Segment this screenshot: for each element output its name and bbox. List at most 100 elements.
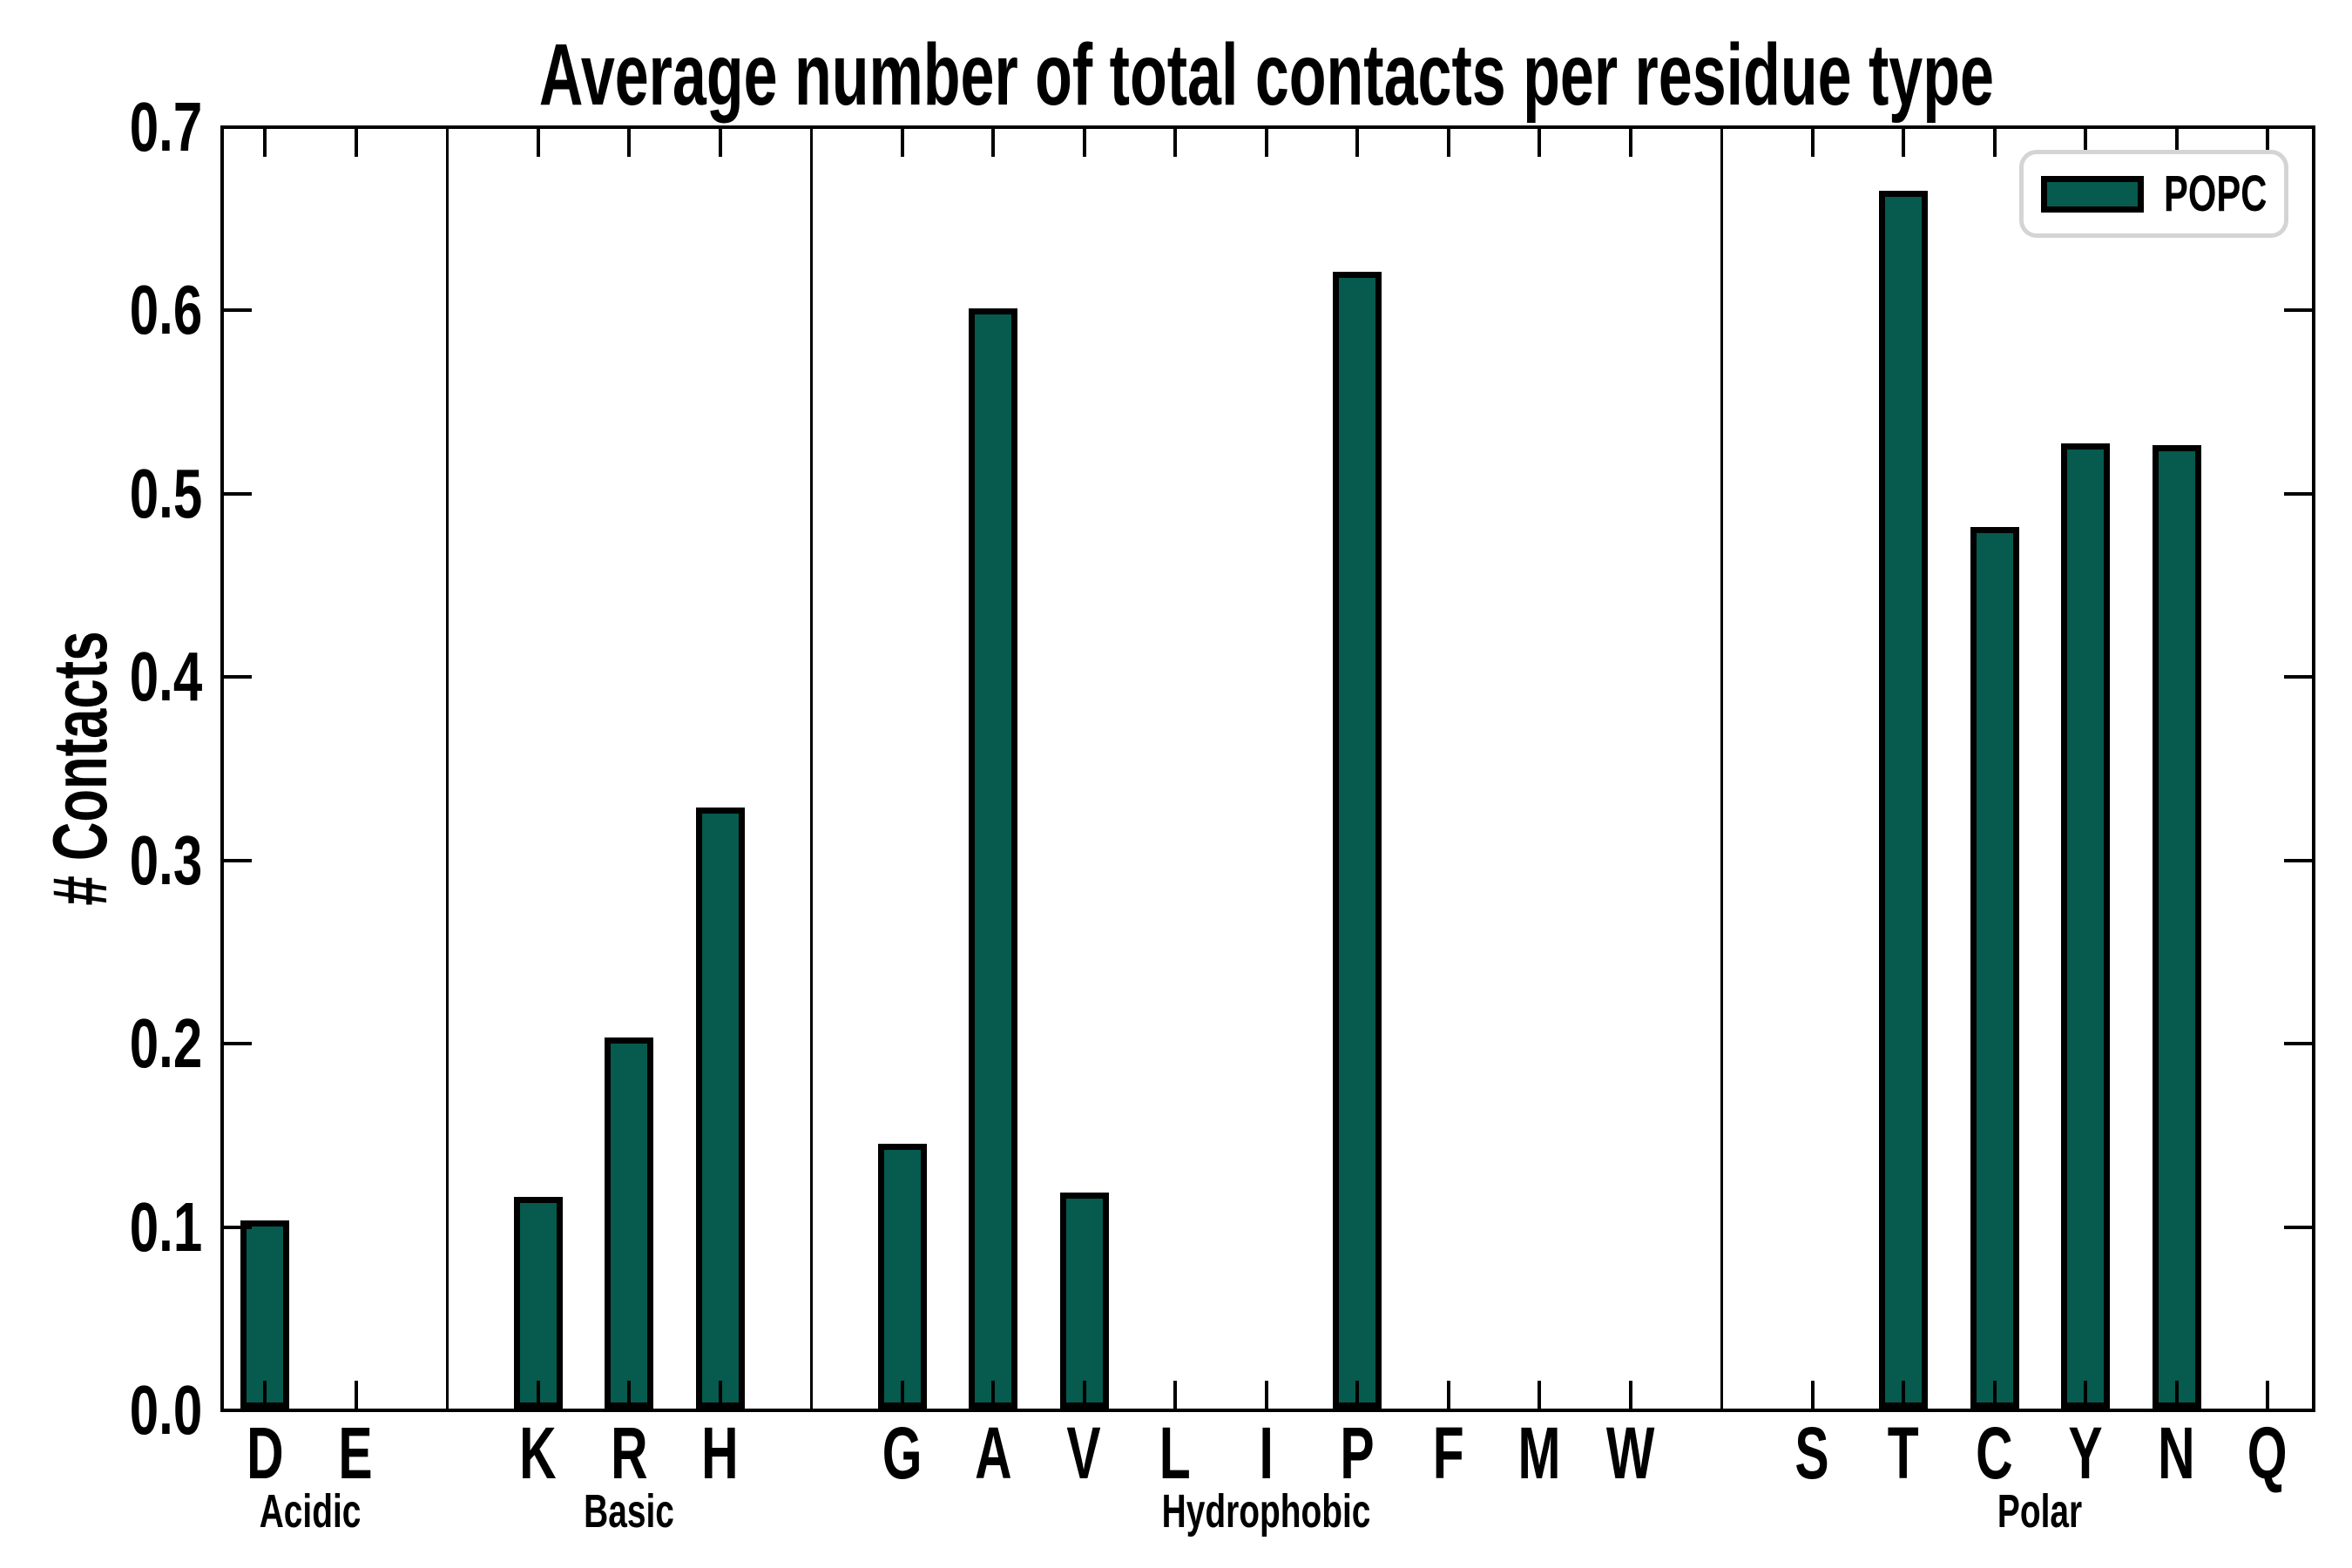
x-tick-text-P: P: [1340, 1412, 1375, 1494]
x-tick-text-C: C: [1976, 1412, 2013, 1494]
legend-swatch-popc: [2041, 175, 2144, 213]
y-tick-text-0.5: 0.5: [129, 454, 202, 532]
x-tick-label-P: P: [1270, 1416, 1444, 1490]
x-tick-top-Y: [2084, 129, 2087, 157]
x-tick-text-W: W: [1605, 1412, 1655, 1494]
x-tick-top-M: [1538, 129, 1541, 157]
x-tick-text-T: T: [1888, 1412, 1919, 1494]
x-tick-text-H: H: [701, 1412, 739, 1494]
y-tick-label-0.2: 0.2: [28, 1009, 202, 1078]
group-label-text-basic: Basic: [584, 1485, 674, 1538]
x-tick-text-N: N: [2158, 1412, 2195, 1494]
y-tick-label-0.6: 0.6: [28, 275, 202, 345]
bar-Y: [2061, 443, 2110, 1409]
bar-V: [1059, 1193, 1109, 1409]
x-tick-label-L: L: [1088, 1416, 1262, 1490]
x-tick-text-R: R: [610, 1412, 648, 1494]
x-tick-bottom-P: [1355, 1381, 1359, 1409]
x-tick-text-M: M: [1517, 1412, 1561, 1494]
group-label-basic: Basic: [324, 1488, 934, 1535]
x-tick-text-A: A: [974, 1412, 1012, 1494]
y-tick-left-0.1: [224, 1225, 252, 1229]
x-tick-bottom-M: [1538, 1381, 1541, 1409]
bar-K: [513, 1197, 563, 1409]
bar-H: [695, 808, 745, 1409]
y-tick-left-0.4: [224, 675, 252, 679]
x-tick-top-N: [2174, 129, 2179, 157]
group-label-acidic: Acidic: [5, 1488, 615, 1535]
x-tick-bottom-E: [354, 1381, 358, 1409]
bar-T: [1879, 191, 1928, 1409]
x-tick-bottom-F: [1446, 1381, 1450, 1409]
x-tick-bottom-R: [627, 1381, 631, 1409]
x-tick-top-D: [263, 129, 267, 157]
x-tick-bottom-I: [1264, 1381, 1268, 1409]
y-tick-right-0.5: [2284, 491, 2312, 496]
x-tick-bottom-W: [1628, 1381, 1632, 1409]
x-tick-top-C: [1992, 129, 1997, 157]
x-tick-label-F: F: [1362, 1416, 1536, 1490]
x-tick-top-S: [1810, 129, 1815, 157]
x-tick-label-C: C: [1908, 1416, 2082, 1490]
x-tick-bottom-D: [263, 1381, 267, 1409]
x-tick-bottom-Y: [2084, 1381, 2087, 1409]
legend: POPC: [2019, 150, 2288, 238]
legend-label-row: POPC: [2144, 165, 2287, 222]
x-tick-text-Y: Y: [2068, 1412, 2103, 1494]
y-tick-left-0.2: [224, 1042, 252, 1046]
x-tick-top-V: [1082, 129, 1086, 157]
group-label-text-polar: Polar: [1997, 1485, 2083, 1538]
y-tick-left-0.5: [224, 491, 252, 496]
group-label-text-hydrophobic: Hydrophobic: [1161, 1485, 1371, 1538]
x-tick-text-I: I: [1259, 1412, 1274, 1494]
group-divider-2: [809, 129, 813, 1409]
x-tick-bottom-A: [991, 1381, 995, 1409]
x-tick-text-E: E: [338, 1412, 374, 1494]
y-tick-label-0.1: 0.1: [28, 1187, 202, 1266]
x-tick-top-R: [627, 129, 631, 157]
x-tick-label-M: M: [1452, 1416, 1626, 1490]
x-tick-text-S: S: [1794, 1412, 1830, 1494]
chart-title-row: Average number of total contacts per res…: [220, 31, 2314, 118]
y-tick-label-0.0: 0.0: [28, 1375, 202, 1445]
x-tick-label-G: G: [815, 1416, 990, 1490]
y-tick-label-0.3: 0.3: [28, 825, 202, 896]
x-tick-top-A: [991, 129, 995, 157]
x-tick-label-E: E: [269, 1416, 443, 1490]
x-tick-top-E: [354, 129, 358, 157]
x-tick-text-Q: Q: [2247, 1412, 2288, 1494]
x-tick-bottom-C: [1992, 1381, 1997, 1409]
x-tick-top-G: [900, 129, 904, 157]
y-tick-right-0.1: [2284, 1225, 2312, 1229]
x-tick-bottom-Q: [2266, 1381, 2269, 1409]
legend-label: POPC: [2164, 165, 2268, 222]
x-tick-bottom-L: [1173, 1381, 1177, 1409]
group-label-hydrophobic: Hydrophobic: [962, 1488, 1571, 1535]
y-tick-right-0.6: [2284, 308, 2312, 313]
x-tick-bottom-N: [2174, 1381, 2179, 1409]
x-tick-text-F: F: [1432, 1412, 1464, 1494]
y-tick-label-0.7: 0.7: [28, 92, 202, 162]
group-label-text-acidic: Acidic: [259, 1485, 362, 1538]
x-tick-bottom-H: [718, 1381, 722, 1409]
x-tick-text-D: D: [246, 1412, 284, 1494]
x-tick-label-K: K: [451, 1416, 625, 1490]
bar-D: [240, 1220, 289, 1409]
x-tick-label-R: R: [542, 1416, 716, 1490]
bar-C: [1970, 527, 2019, 1409]
bar-A: [969, 308, 1017, 1409]
y-tick-text-0.6: 0.6: [129, 271, 202, 349]
y-tick-label-0.5: 0.5: [28, 454, 202, 532]
x-tick-top-F: [1446, 129, 1450, 157]
y-tick-text-0.7: 0.7: [129, 88, 202, 166]
x-tick-top-T: [1902, 129, 1905, 157]
x-tick-label-T: T: [1816, 1416, 1990, 1490]
bar-P: [1333, 272, 1382, 1409]
x-tick-label-N: N: [2090, 1416, 2264, 1490]
y-tick-text-0.1: 0.1: [129, 1187, 202, 1266]
x-tick-label-S: S: [1726, 1416, 1900, 1490]
x-tick-text-K: K: [519, 1412, 557, 1494]
x-tick-bottom-V: [1082, 1381, 1086, 1409]
x-tick-bottom-T: [1902, 1381, 1905, 1409]
